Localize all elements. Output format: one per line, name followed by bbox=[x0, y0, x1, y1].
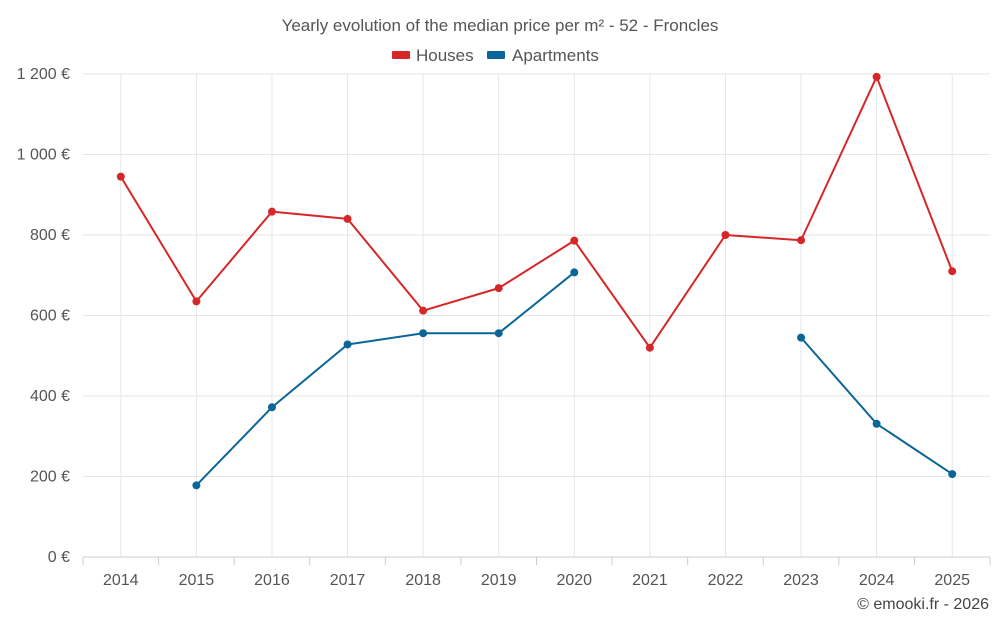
data-point-houses[interactable] bbox=[872, 72, 881, 81]
x-tick-label: 2014 bbox=[103, 572, 139, 589]
data-point-houses[interactable] bbox=[419, 306, 428, 315]
legend-item-apartments[interactable]: Apartments bbox=[487, 46, 599, 65]
data-point-houses[interactable] bbox=[797, 236, 806, 245]
y-tick-label: 1 200 € bbox=[17, 66, 70, 83]
data-point-apartments[interactable] bbox=[494, 329, 503, 338]
x-tick-label: 2020 bbox=[556, 572, 592, 589]
data-point-houses[interactable] bbox=[494, 284, 503, 293]
x-tick-label: 2015 bbox=[179, 572, 215, 589]
series-line-houses bbox=[119, 75, 954, 349]
data-point-apartments[interactable] bbox=[872, 419, 881, 428]
data-point-houses[interactable] bbox=[645, 343, 654, 352]
data-point-apartments[interactable] bbox=[267, 403, 276, 412]
credit-text: © emooki.fr - 2026 bbox=[857, 596, 989, 613]
y-tick-label: 400 € bbox=[30, 388, 70, 405]
data-point-houses[interactable] bbox=[116, 172, 125, 181]
data-point-apartments[interactable] bbox=[797, 333, 806, 342]
legend-item-houses[interactable]: Houses bbox=[392, 46, 474, 65]
legend-label-apartments: Apartments bbox=[512, 46, 599, 65]
data-point-houses[interactable] bbox=[721, 231, 730, 239]
series-houses bbox=[116, 72, 957, 352]
data-point-houses[interactable] bbox=[343, 214, 352, 223]
chart-title: Yearly evolution of the median price per… bbox=[282, 16, 719, 35]
data-point-apartments[interactable] bbox=[948, 470, 957, 479]
legend: Houses Apartments bbox=[392, 46, 599, 65]
x-tick-label: 2019 bbox=[481, 572, 517, 589]
data-point-houses[interactable] bbox=[948, 267, 957, 276]
x-tick-label: 2017 bbox=[330, 572, 366, 589]
series-layer bbox=[116, 72, 957, 490]
data-point-houses[interactable] bbox=[267, 207, 276, 216]
y-tick-label: 0 € bbox=[48, 549, 70, 566]
data-point-houses[interactable] bbox=[192, 297, 201, 306]
x-tick-label: 2024 bbox=[859, 572, 895, 589]
x-tick-label: 2021 bbox=[632, 572, 668, 589]
y-tick-label: 800 € bbox=[30, 227, 70, 244]
legend-label-houses: Houses bbox=[416, 46, 474, 65]
x-tick-label: 2023 bbox=[783, 572, 819, 589]
x-tick-label: 2018 bbox=[405, 572, 441, 589]
x-tick-label: 2025 bbox=[934, 572, 970, 589]
y-tick-label: 1 000 € bbox=[17, 147, 70, 164]
series-apartments bbox=[192, 268, 957, 490]
data-point-houses[interactable] bbox=[570, 236, 579, 245]
legend-swatch-houses bbox=[392, 51, 410, 59]
legend-swatch-apartments bbox=[487, 51, 505, 59]
y-tick-label: 600 € bbox=[30, 308, 70, 325]
data-point-apartments[interactable] bbox=[343, 340, 352, 349]
data-point-apartments[interactable] bbox=[192, 481, 201, 490]
data-point-apartments[interactable] bbox=[419, 329, 428, 338]
y-tick-label: 200 € bbox=[30, 469, 70, 486]
x-tick-label: 2022 bbox=[708, 572, 744, 589]
data-point-apartments[interactable] bbox=[570, 268, 579, 277]
series-line-apartments bbox=[195, 271, 575, 487]
x-tick-label: 2016 bbox=[254, 572, 290, 589]
x-axis: 2014 2015 2016 2017 2018 2019 2020 2021 2022 2023… bbox=[82, 556, 991, 589]
grid bbox=[83, 73, 990, 557]
y-axis: 0 € 200 € 400 € 600 € 800 € 1 000 € 1 200 € bbox=[17, 66, 70, 566]
